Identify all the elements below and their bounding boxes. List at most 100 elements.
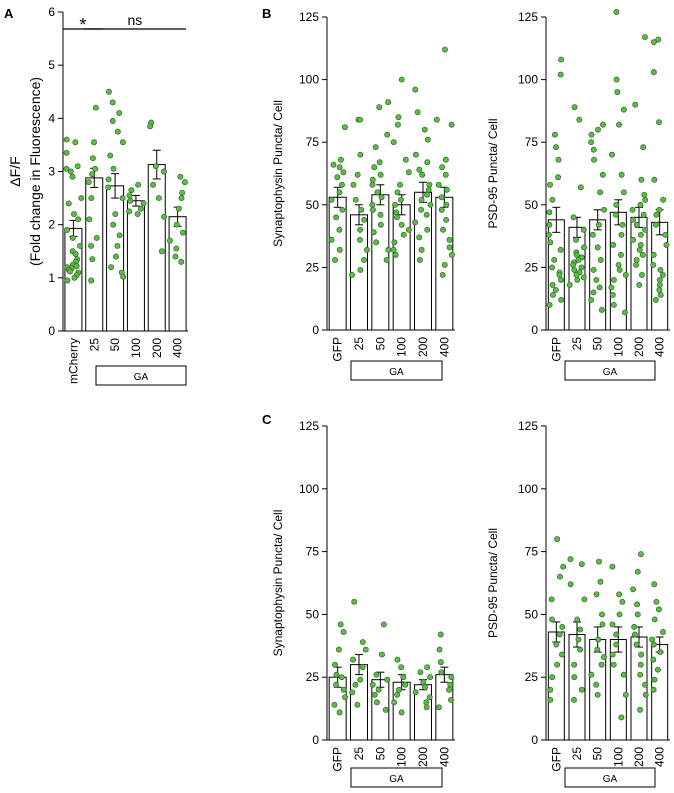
data-point [549, 674, 556, 681]
data-point [86, 216, 93, 223]
data-point [630, 216, 637, 223]
data-point [588, 297, 595, 303]
x-tick-label: 50 [108, 338, 122, 352]
data-point [576, 116, 583, 123]
data-point [69, 173, 76, 180]
data-point [64, 227, 71, 233]
y-tick-label: 100 [518, 482, 538, 496]
data-point [73, 263, 80, 270]
data-point [656, 206, 663, 213]
data-point [71, 274, 78, 281]
data-point [178, 195, 185, 202]
data-point [394, 121, 401, 128]
x-tick-label: 400 [653, 337, 667, 357]
data-point [398, 76, 405, 83]
data-point [160, 168, 167, 175]
y-tick-label: 25 [525, 670, 539, 684]
data-point [93, 235, 100, 241]
y-axis-label: PSD-95 Puncta/ Cell [486, 118, 500, 228]
data-point [128, 187, 135, 194]
data-point [593, 276, 600, 283]
data-point [354, 171, 361, 178]
panel-letter: B [262, 6, 271, 21]
chart-panel-a: A 0 1 2 3 4 5 6 ΔF/F (Fold change in Fluorescence… [4, 5, 188, 386]
data-point [633, 641, 640, 648]
data-point [616, 266, 623, 273]
bar [630, 636, 648, 741]
data-point [553, 144, 559, 151]
data-point [385, 246, 392, 253]
data-point [134, 211, 141, 217]
x-tick-label: 25 [570, 337, 584, 351]
data-point [352, 196, 359, 203]
data-point [377, 171, 384, 178]
y-tick-label: 75 [525, 135, 539, 149]
data-point [78, 195, 85, 202]
data-point [126, 192, 133, 199]
data-point [597, 189, 604, 196]
data-point [424, 664, 431, 671]
data-point [116, 110, 123, 116]
data-point [443, 201, 450, 208]
data-point [394, 189, 401, 196]
data-point [357, 116, 364, 123]
data-point [601, 206, 608, 213]
data-point [336, 246, 343, 253]
y-tick-label: 0 [531, 733, 538, 747]
data-point [391, 239, 398, 246]
data-point [613, 641, 620, 648]
data-point [631, 624, 638, 630]
data-point [380, 621, 387, 628]
data-point [332, 661, 338, 668]
data-point [599, 171, 606, 178]
data-point [419, 171, 426, 178]
data-point [74, 163, 81, 170]
bar [126, 200, 145, 332]
data-point [173, 221, 180, 228]
y-tick-label: 75 [525, 545, 539, 559]
data-point [397, 196, 404, 203]
data-point [659, 271, 666, 278]
data-point [91, 139, 97, 146]
data-point [634, 601, 641, 608]
data-point [179, 189, 186, 196]
data-point [357, 676, 364, 683]
data-point [372, 144, 379, 151]
data-point [402, 681, 409, 688]
data-point [650, 69, 657, 76]
data-point [89, 256, 96, 263]
data-point [634, 611, 641, 618]
data-point [446, 244, 453, 251]
y-tick-label: 100 [518, 73, 538, 87]
group-box [350, 767, 443, 788]
data-point [412, 151, 419, 158]
data-point [613, 76, 620, 83]
data-point [650, 261, 657, 268]
data-point [92, 165, 99, 172]
data-point [369, 681, 376, 688]
data-point [642, 691, 649, 698]
x-tick-label: 50 [591, 337, 605, 351]
data-point [650, 251, 657, 258]
data-point [593, 681, 600, 688]
data-point [557, 71, 564, 78]
x-tick-label: 25 [352, 747, 366, 761]
y-tick-label: 0 [531, 323, 538, 337]
group-label: GA [389, 367, 404, 378]
data-point [556, 631, 563, 638]
data-point [547, 239, 554, 246]
data-point [426, 181, 433, 188]
bar [414, 191, 432, 331]
data-point [414, 109, 421, 116]
data-point [637, 201, 644, 208]
data-point [351, 598, 358, 605]
data-point [555, 156, 562, 163]
data-point [618, 171, 625, 178]
data-point [594, 691, 601, 698]
data-point [545, 231, 552, 238]
x-tick-label: 200 [150, 338, 164, 358]
data-point [638, 176, 645, 183]
data-point [571, 674, 578, 681]
data-point [637, 241, 644, 248]
data-point [558, 276, 564, 283]
